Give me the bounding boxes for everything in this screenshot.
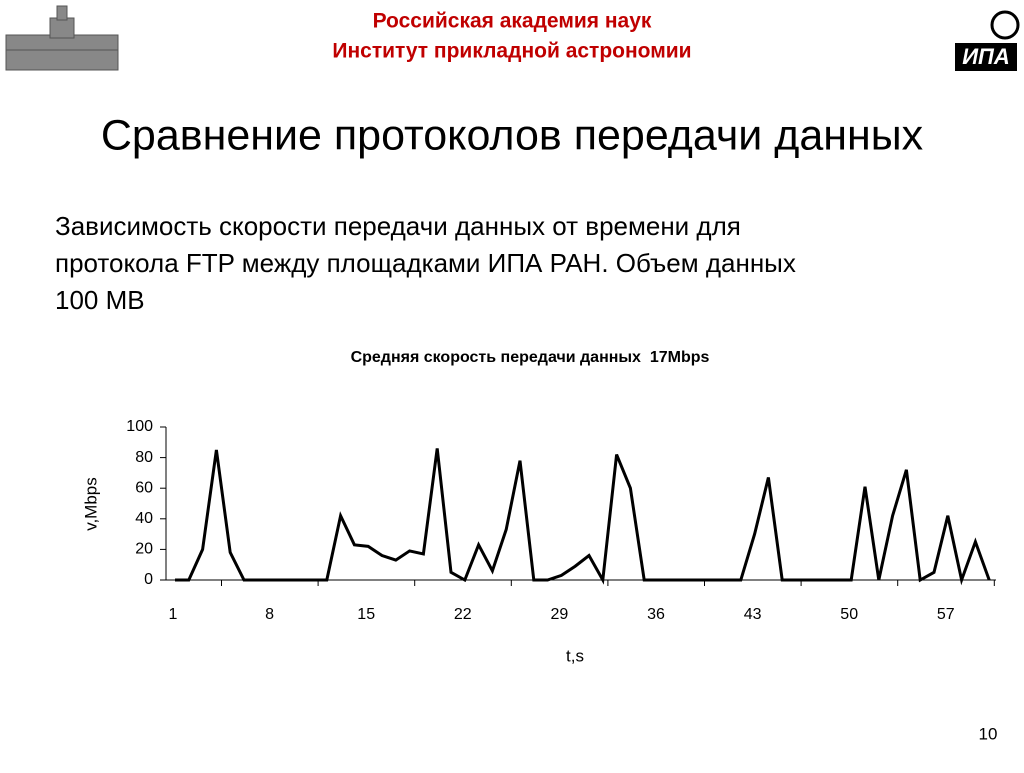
y-axis-label: v,Mbps — [81, 477, 100, 531]
x-tick-label: 50 — [840, 606, 858, 623]
x-tick-label: 57 — [937, 606, 955, 623]
x-tick-label: 8 — [265, 606, 274, 623]
logo-text: ИПА — [962, 44, 1010, 69]
y-tick-label: 40 — [135, 510, 153, 527]
body-text: 100 MB — [55, 285, 145, 315]
building-logo — [5, 5, 119, 71]
y-tick-label: 80 — [135, 449, 153, 466]
slide-title: Сравнение протоколов передачи данных — [101, 111, 924, 159]
body-text: Зависимость скорости передачи данных от … — [55, 211, 741, 241]
y-tick-label: 20 — [135, 541, 153, 558]
y-tick-label: 100 — [126, 418, 153, 435]
chart-title: Средняя скорость передачи данных 17Mbps — [351, 349, 710, 366]
data-line — [175, 448, 991, 586]
y-tick-label: 0 — [144, 571, 153, 588]
ipa-logo: ИПА — [955, 10, 1020, 71]
x-tick-label: 43 — [744, 606, 762, 623]
x-axis-label: t,s — [566, 646, 584, 665]
y-tick-label: 60 — [135, 479, 153, 496]
page-number: 10 — [979, 724, 998, 743]
x-tick-label: 36 — [647, 606, 665, 623]
header-line: Российская академия наук — [373, 10, 652, 33]
x-tick-label: 1 — [169, 606, 178, 623]
body-text: протокола FTP между площадками ИПА РАН. … — [55, 248, 796, 278]
x-tick-label: 15 — [357, 606, 375, 623]
x-tick-label: 29 — [551, 606, 569, 623]
header-line: Институт прикладной астрономии — [332, 40, 691, 63]
x-tick-label: 22 — [454, 606, 472, 623]
